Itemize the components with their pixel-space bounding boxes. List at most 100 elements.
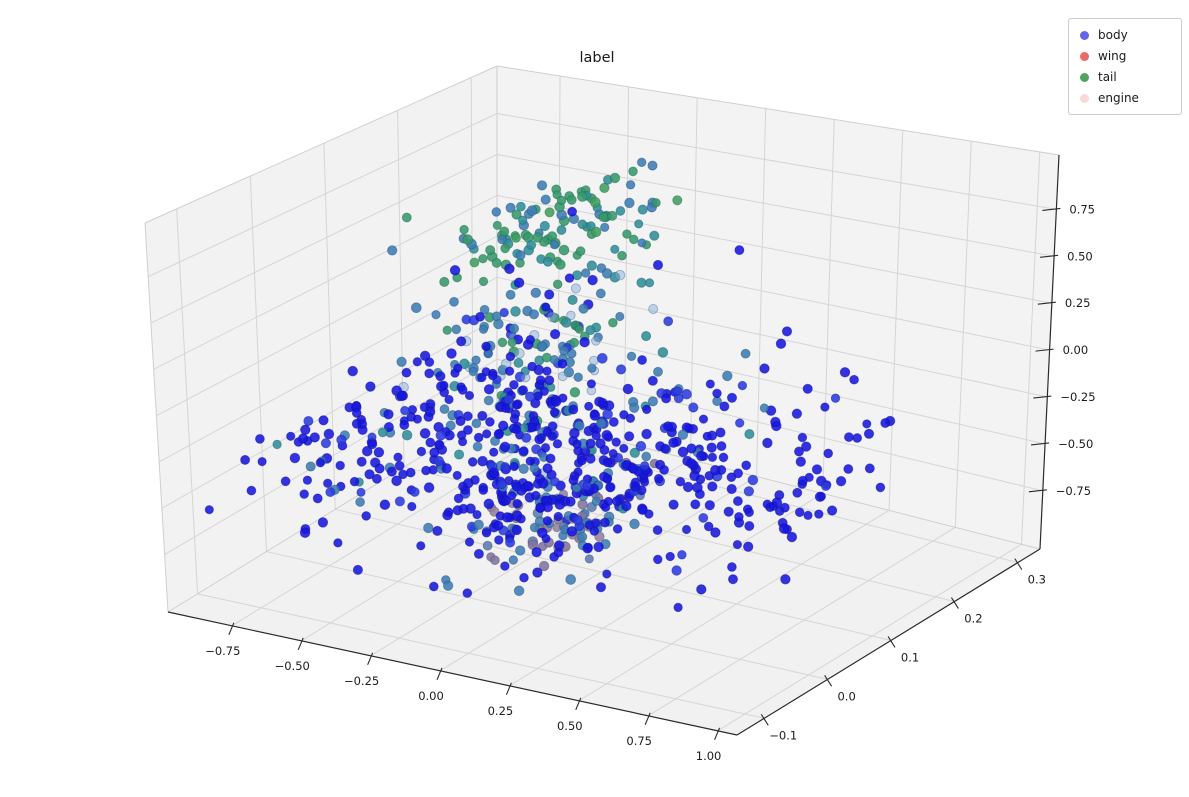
- scatter-point: [544, 375, 555, 386]
- scatter-point: [565, 574, 577, 585]
- scatter-point: [456, 430, 467, 440]
- grid-line: [496, 113, 1057, 210]
- scatter-point: [630, 477, 641, 487]
- scatter-point: [743, 486, 755, 497]
- scatter-point: [599, 517, 610, 528]
- scatter-point: [401, 429, 413, 441]
- scatter-point: [578, 303, 589, 314]
- scatter-point: [775, 338, 787, 349]
- scatter-point: [481, 341, 491, 352]
- scatter-point: [671, 565, 682, 576]
- scatter-point: [527, 361, 537, 372]
- scatter-point: [396, 390, 407, 401]
- scatter-point: [333, 538, 343, 548]
- tick-label: 1.00: [696, 749, 722, 763]
- scatter-point: [511, 209, 522, 220]
- scatter-point: [515, 250, 526, 261]
- scatter-point: [744, 507, 754, 518]
- scatter-point: [579, 336, 590, 348]
- scatter-point: [521, 432, 532, 443]
- scatter-point: [839, 367, 851, 378]
- scatter-point: [668, 437, 679, 448]
- scatter-point: [483, 384, 495, 395]
- scatter-point: [636, 277, 647, 288]
- legend-item-engine: engine: [1069, 88, 1181, 109]
- scatter-point: [780, 574, 791, 585]
- scatter-point: [677, 550, 687, 560]
- scatter-point: [511, 481, 522, 492]
- scatter-point: [569, 387, 581, 398]
- scatter-point: [483, 395, 494, 406]
- scatter-point: [441, 463, 452, 474]
- scatter-point: [435, 381, 447, 392]
- scatter-point: [621, 500, 632, 512]
- tick-label: 0.25: [1065, 296, 1091, 310]
- grid-line: [756, 108, 767, 477]
- scatter-point: [365, 381, 376, 392]
- scatter-point: [318, 415, 329, 426]
- scatter-point: [600, 502, 611, 513]
- scatter-point: [657, 347, 669, 358]
- legend-marker-icon: [1080, 73, 1089, 82]
- scatter-point: [570, 283, 581, 294]
- scatter-point: [416, 541, 426, 551]
- scatter-point: [823, 448, 834, 459]
- scatter-point: [507, 491, 517, 501]
- scatter-point: [852, 433, 863, 443]
- scatter-point: [371, 473, 382, 484]
- scatter-point: [499, 226, 510, 237]
- scatter-point: [458, 503, 469, 514]
- scatter-point: [500, 403, 511, 413]
- scatter-point: [625, 180, 636, 190]
- legend-box: body wing tail engine: [1068, 18, 1182, 115]
- scatter-point: [703, 521, 714, 532]
- tick-label: −0.75: [205, 644, 240, 658]
- scatter-point: [540, 443, 551, 453]
- scatter-point: [538, 560, 550, 572]
- scatter-point: [576, 531, 588, 543]
- scatter-point: [591, 431, 601, 441]
- scatter-point: [681, 524, 692, 535]
- scatter-point: [391, 475, 402, 487]
- scatter-point: [423, 522, 434, 534]
- scatter-point: [536, 180, 548, 191]
- grid-line: [954, 141, 972, 528]
- scatter-point: [541, 302, 551, 312]
- legend-item-label: tail: [1098, 70, 1117, 84]
- scatter-point: [511, 510, 523, 522]
- scatter-point: [596, 352, 608, 364]
- scatter-point: [569, 337, 580, 348]
- scatter-point: [477, 372, 487, 383]
- scatter-point: [637, 204, 648, 215]
- scatter-point: [786, 531, 798, 543]
- scatter-point: [702, 431, 712, 441]
- scatter-point: [519, 572, 529, 583]
- scatter-point: [781, 326, 793, 337]
- grid-line: [323, 143, 336, 510]
- scatter-point: [835, 476, 847, 487]
- grid-line: [150, 154, 498, 324]
- scatter-point: [862, 419, 872, 429]
- scatter-point: [535, 503, 545, 513]
- scatter-point: [494, 535, 504, 545]
- grid-line: [147, 113, 498, 278]
- scatter-point: [483, 498, 495, 510]
- scatter-point: [303, 415, 314, 427]
- scatter-point: [472, 441, 483, 452]
- scatter-point: [518, 215, 528, 225]
- scatter-point: [622, 383, 634, 395]
- scatter-point: [843, 464, 854, 474]
- scatter-point: [542, 366, 552, 376]
- z-tick: [1037, 301, 1056, 305]
- y-tick: [824, 675, 833, 687]
- scatter-point: [605, 481, 616, 493]
- scatter-point: [355, 497, 365, 507]
- scatter-point: [518, 385, 529, 396]
- scatter-point: [323, 428, 335, 440]
- x-tick: [644, 712, 651, 726]
- scatter-point: [454, 449, 465, 460]
- scatter-point: [473, 432, 484, 443]
- z-tick: [1042, 207, 1061, 211]
- scatter-point: [431, 310, 441, 320]
- scatter-point: [552, 439, 563, 449]
